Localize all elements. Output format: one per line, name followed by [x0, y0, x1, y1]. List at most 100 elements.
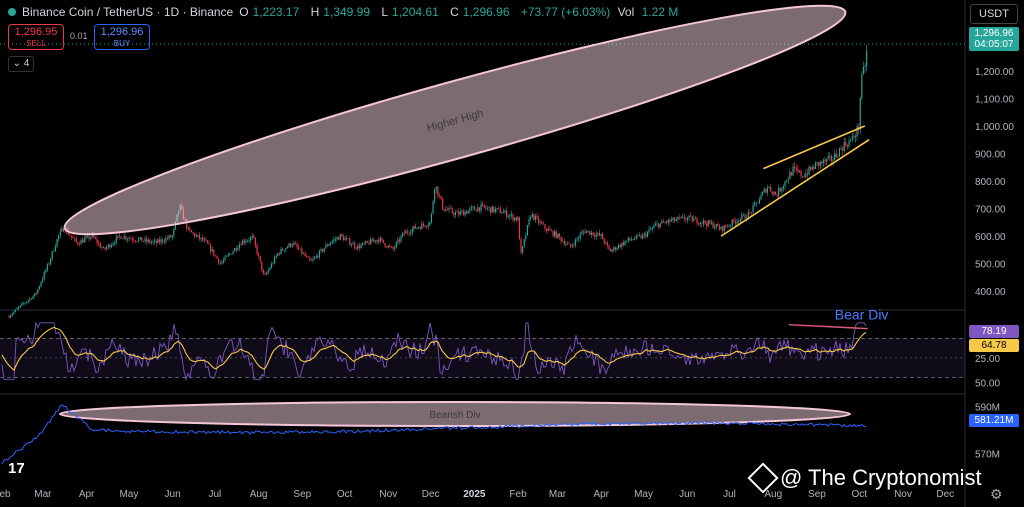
candle-body [499, 208, 501, 214]
indicator-count: 4 [23, 58, 30, 69]
close-label: C [450, 5, 459, 19]
candle-body [786, 180, 788, 182]
candle-body [851, 136, 853, 140]
price-tick-label: 500.00 [975, 260, 1006, 271]
candle-body [802, 176, 804, 178]
candle-body [398, 239, 401, 242]
candle-body [771, 191, 773, 194]
candle-body [578, 238, 580, 239]
candle-body [346, 238, 348, 239]
candle-body [144, 238, 146, 242]
candle-body [717, 224, 719, 227]
sell-price: 1,296.95 [14, 26, 58, 38]
candle-body [18, 307, 20, 309]
candle-body [326, 244, 329, 246]
candle-body [630, 239, 633, 241]
candle-body [702, 220, 705, 224]
candle-body [741, 214, 743, 219]
candle-body [595, 234, 597, 237]
candle-body [798, 170, 801, 172]
open-label: O [239, 5, 249, 19]
currency-selector[interactable]: USDT [970, 4, 1018, 24]
candle-body [635, 235, 637, 239]
price-axis: 400.00 500.00 600.00 700.00 800.00 900.00 1,00… [975, 67, 1014, 298]
candle-body [296, 244, 298, 248]
candle-body [539, 221, 541, 223]
candle-body [141, 237, 143, 242]
candle-body [555, 231, 557, 239]
candle-body [330, 242, 332, 245]
candle-body [693, 218, 695, 222]
gear-icon[interactable]: ⚙ [990, 486, 1003, 502]
candle-body [72, 236, 74, 238]
watermark: @ The Cryptonomist [747, 462, 982, 494]
candle-body [256, 245, 258, 254]
candle-body [470, 207, 473, 209]
candle-body [504, 210, 506, 213]
candle-body [93, 233, 95, 238]
candle-body [725, 225, 727, 227]
indicators-collapse-button[interactable]: ⌄ 4 [8, 56, 34, 72]
candle-body [362, 242, 364, 246]
candle-body [112, 243, 114, 246]
candle-body [624, 241, 626, 245]
candle-body [574, 239, 577, 246]
candle-body [336, 237, 338, 240]
candle-body [629, 237, 631, 240]
candle-body [275, 255, 277, 257]
candle-body [731, 219, 733, 226]
candle-body [61, 228, 63, 232]
change-value: +73.77 (+6.03%) [520, 5, 611, 19]
candle-body [819, 161, 821, 166]
candle-body [214, 255, 217, 257]
candle-body [216, 255, 218, 259]
candle-body [726, 226, 729, 228]
sell-button[interactable]: 1,296.95 SELL [8, 24, 64, 50]
time-axis-label: Oct [851, 489, 867, 500]
candle-body [430, 213, 433, 223]
candle-body [149, 239, 151, 243]
price-tick-label: 1,000.00 [975, 122, 1014, 133]
candle-body [614, 247, 617, 250]
candle-body [762, 191, 764, 195]
candle-body [11, 313, 13, 316]
candle-body [264, 273, 266, 275]
candle-body [219, 263, 221, 264]
candle-body [752, 205, 754, 213]
candle-body [696, 218, 698, 224]
candle-body [546, 228, 548, 231]
candle-body [486, 208, 489, 209]
candle-body [842, 148, 844, 151]
candle-body [610, 249, 612, 252]
candle-body [104, 247, 106, 249]
candle-body [755, 202, 757, 204]
candle-body [150, 242, 153, 243]
candle-body [491, 206, 493, 213]
symbol-title[interactable]: Binance Coin / TetherUS · 1D · Binance [22, 5, 234, 19]
candle-body [560, 236, 562, 242]
time-axis-label: Nov [379, 489, 397, 500]
candle-body [333, 239, 335, 242]
candle-body [301, 248, 303, 254]
candle-body [435, 186, 437, 190]
candle-body [458, 211, 460, 215]
last-price: 1,296.96 [974, 28, 1014, 39]
candle-body [552, 230, 554, 237]
candle-body [320, 249, 322, 251]
candle-body [813, 166, 815, 169]
candle-body [334, 239, 337, 240]
candle-body [734, 221, 737, 224]
candle-body [462, 210, 465, 216]
buy-button[interactable]: 1,296.96 BUY [94, 24, 150, 50]
time-axis-label: Mar [34, 489, 52, 500]
candle-body [91, 233, 93, 238]
candle-body [152, 241, 154, 243]
candle-body [342, 236, 345, 241]
candle-body [622, 242, 625, 245]
candle-body [674, 217, 676, 221]
candle-body [507, 216, 509, 218]
candle-body [114, 243, 116, 244]
candle-body [701, 222, 703, 224]
candle-body [139, 237, 141, 239]
